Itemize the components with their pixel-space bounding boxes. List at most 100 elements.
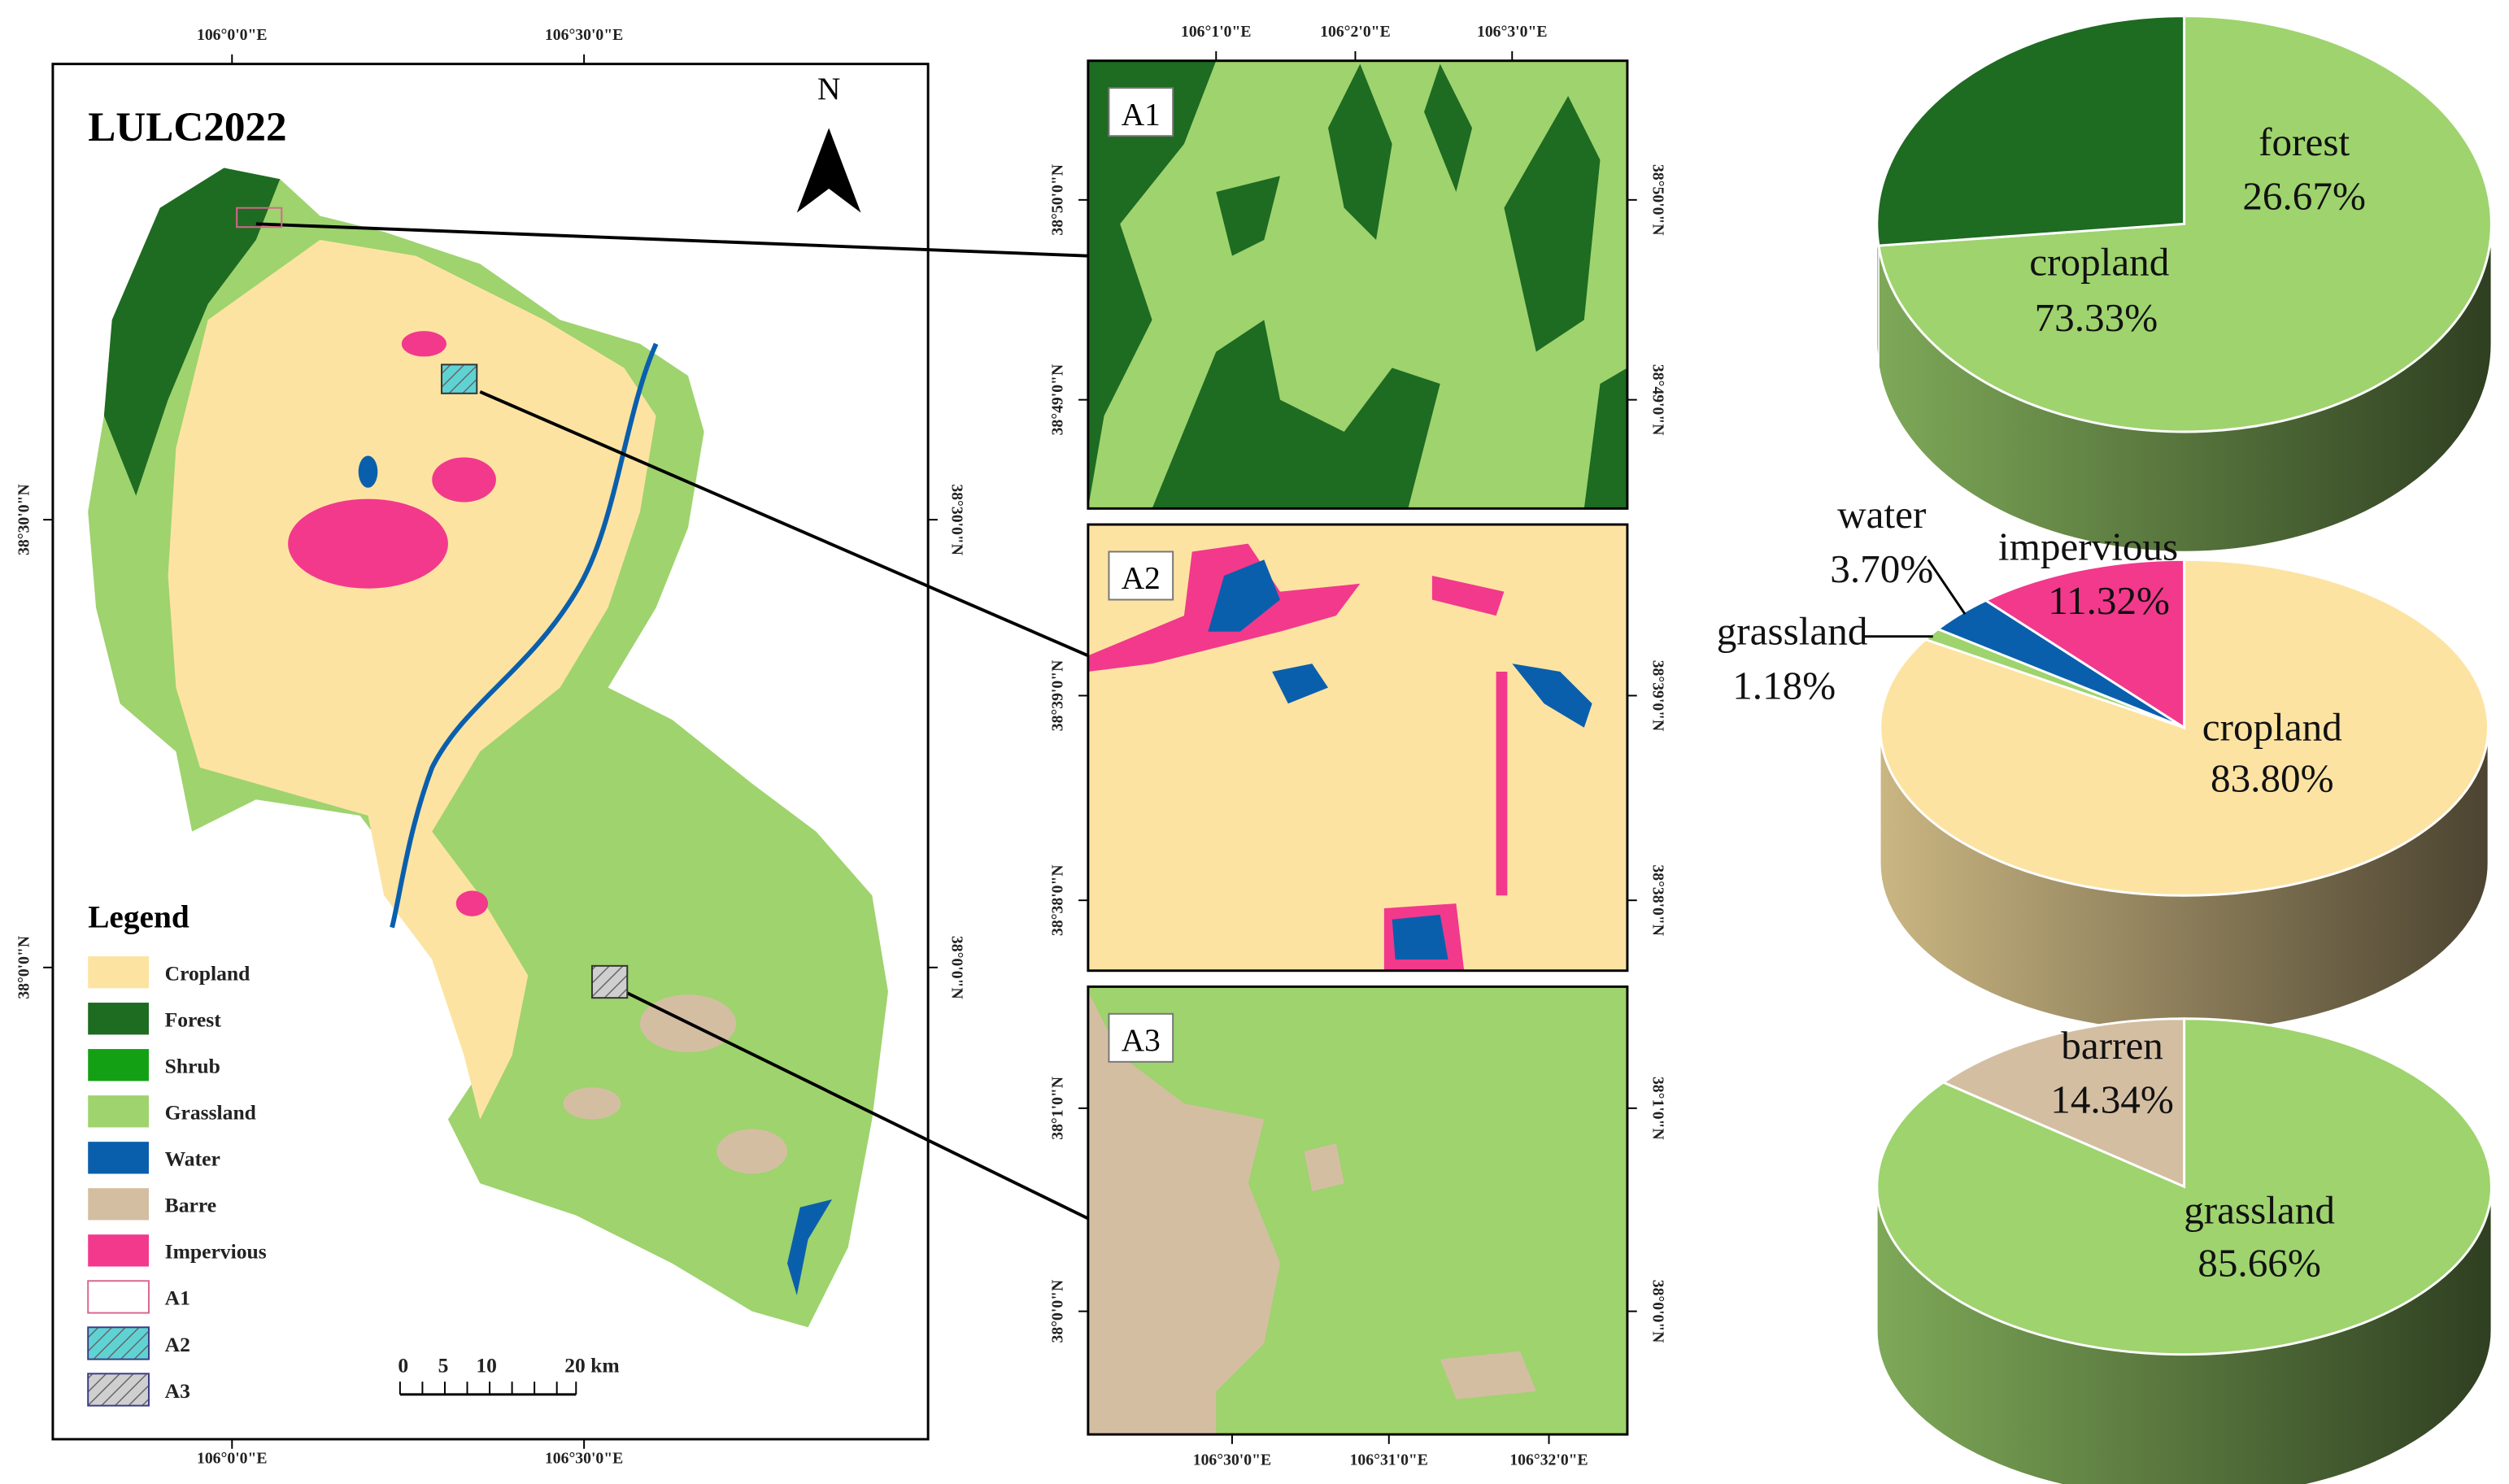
- lat-label: 38°0'0"N: [1048, 1280, 1066, 1343]
- legend-swatch: [88, 1095, 149, 1128]
- water-area: [358, 455, 378, 488]
- inset-frame: [1087, 523, 1629, 973]
- leader-line: [255, 222, 1088, 258]
- lon-label: 106°30'0"E: [1193, 1451, 1271, 1469]
- pie-slice: [1879, 558, 2489, 897]
- lon-label: 106°30'0"E: [545, 1449, 623, 1467]
- barren-area: [1304, 1143, 1344, 1192]
- slice-value: 73.33%: [2035, 295, 2158, 340]
- lat-label: 38°50'0"N: [1048, 164, 1066, 236]
- legend-label: A1: [165, 1286, 190, 1310]
- area-marker: [441, 363, 478, 394]
- slice-value: 14.34%: [2050, 1077, 2174, 1122]
- slice-value: 1.18%: [1732, 663, 1836, 707]
- area-marker: [590, 964, 629, 999]
- slice-label: water: [1837, 492, 1926, 537]
- barren-area: [717, 1129, 787, 1174]
- inset-label: A2: [1122, 560, 1161, 596]
- inset-a2-map: [1087, 524, 1627, 971]
- slice-label: cropland: [2202, 705, 2342, 750]
- lat-label: 38°30'0"N: [948, 484, 966, 555]
- slice-label: forest: [2259, 120, 2350, 164]
- inset-label: A3: [1122, 1022, 1161, 1058]
- water-area: [1512, 664, 1592, 728]
- north-arrow-shape: [796, 128, 861, 213]
- lon-label: 106°1'0"E: [1181, 23, 1252, 41]
- slice-label: grassland: [1717, 609, 1868, 654]
- inset-label-box: [1108, 87, 1174, 137]
- lat-label: 38°50'0"N: [1649, 164, 1666, 236]
- slice-label: grassland: [2184, 1187, 2335, 1232]
- scale-label: 10: [476, 1353, 497, 1377]
- lon-label: 106°2'0"E: [1320, 23, 1391, 41]
- slice-value: 3.70%: [1830, 546, 1933, 591]
- barren-area: [563, 1087, 621, 1120]
- legend-swatch: [87, 1280, 150, 1314]
- legend-swatch: [88, 1142, 149, 1174]
- scale-label: 5: [438, 1353, 449, 1377]
- scale-label: 0: [398, 1353, 408, 1377]
- inset-label: A1: [1122, 96, 1161, 132]
- inset-label-box: [1108, 1012, 1174, 1063]
- urban-area: [1431, 575, 1505, 616]
- lat-label: 38°1'0"N: [1649, 1077, 1666, 1140]
- legend-swatch: [88, 956, 149, 989]
- legend-label: A2: [165, 1333, 190, 1356]
- legend-label: Barre: [165, 1194, 216, 1217]
- slice-value: 85.66%: [2198, 1240, 2321, 1285]
- cropland-area: [1087, 524, 1627, 971]
- slice-value: 11.32%: [2048, 578, 2170, 623]
- urban-area: [1496, 671, 1508, 896]
- forest-area: [1152, 320, 1440, 509]
- urban-area: [401, 331, 446, 357]
- barren-area: [1440, 1351, 1536, 1399]
- forest-area: [1328, 63, 1392, 240]
- lat-label: 38°1'0"N: [1048, 1077, 1066, 1140]
- slice-value: 26.67%: [2242, 174, 2366, 219]
- inset-a3-map: [1087, 986, 1627, 1435]
- water-area: [1272, 664, 1329, 704]
- legend-swatch: [88, 1003, 149, 1035]
- map-title: LULC2022: [88, 104, 286, 150]
- inset-a1-map: [1087, 60, 1627, 509]
- leader-line: [479, 390, 1089, 658]
- area-marker: [236, 207, 283, 228]
- legend-label: Forest: [165, 1008, 222, 1032]
- slice-label: impervious: [1998, 524, 2178, 568]
- water-area: [786, 1199, 833, 1295]
- lon-label: 106°32'0"E: [1509, 1451, 1588, 1469]
- inset-label-box: [1108, 551, 1174, 601]
- pie-slice: [1983, 558, 2186, 730]
- lat-label: 38°30'0"N: [15, 484, 33, 555]
- lat-label: 38°0'0"N: [948, 936, 966, 999]
- north-arrow: N: [796, 71, 861, 213]
- water-area: [1208, 559, 1280, 632]
- lat-label: 38°49'0"N: [1649, 364, 1666, 436]
- forest-area: [1424, 63, 1473, 192]
- pie-slice: [1875, 15, 2186, 247]
- lat-label: 38°39'0"N: [1048, 660, 1066, 732]
- legend-label: Shrub: [165, 1055, 220, 1078]
- forest-area: [103, 168, 281, 496]
- urban-area: [288, 498, 448, 589]
- urban-area: [455, 890, 489, 916]
- region: [88, 168, 888, 1328]
- legend-label: Water: [165, 1147, 220, 1171]
- leader-line: [623, 990, 1089, 1221]
- legend-title: Legend: [88, 899, 189, 935]
- inset-frame: [1087, 59, 1629, 510]
- legend-swatch: [87, 1326, 150, 1360]
- lat-label: 38°0'0"N: [1649, 1280, 1666, 1343]
- lat-label: 38°38'0"N: [1649, 864, 1666, 936]
- lon-label: 106°0'0"E: [197, 1449, 268, 1467]
- lon-label: 106°30'0"E: [545, 26, 623, 44]
- slice-label: cropland: [2029, 239, 2169, 284]
- lon-label: 106°3'0"E: [1477, 23, 1548, 41]
- legend-label: Cropland: [165, 962, 250, 986]
- lon-label: 106°0'0"E: [197, 26, 268, 44]
- inset-frame: [1087, 985, 1629, 1436]
- forest-area: [1504, 95, 1601, 352]
